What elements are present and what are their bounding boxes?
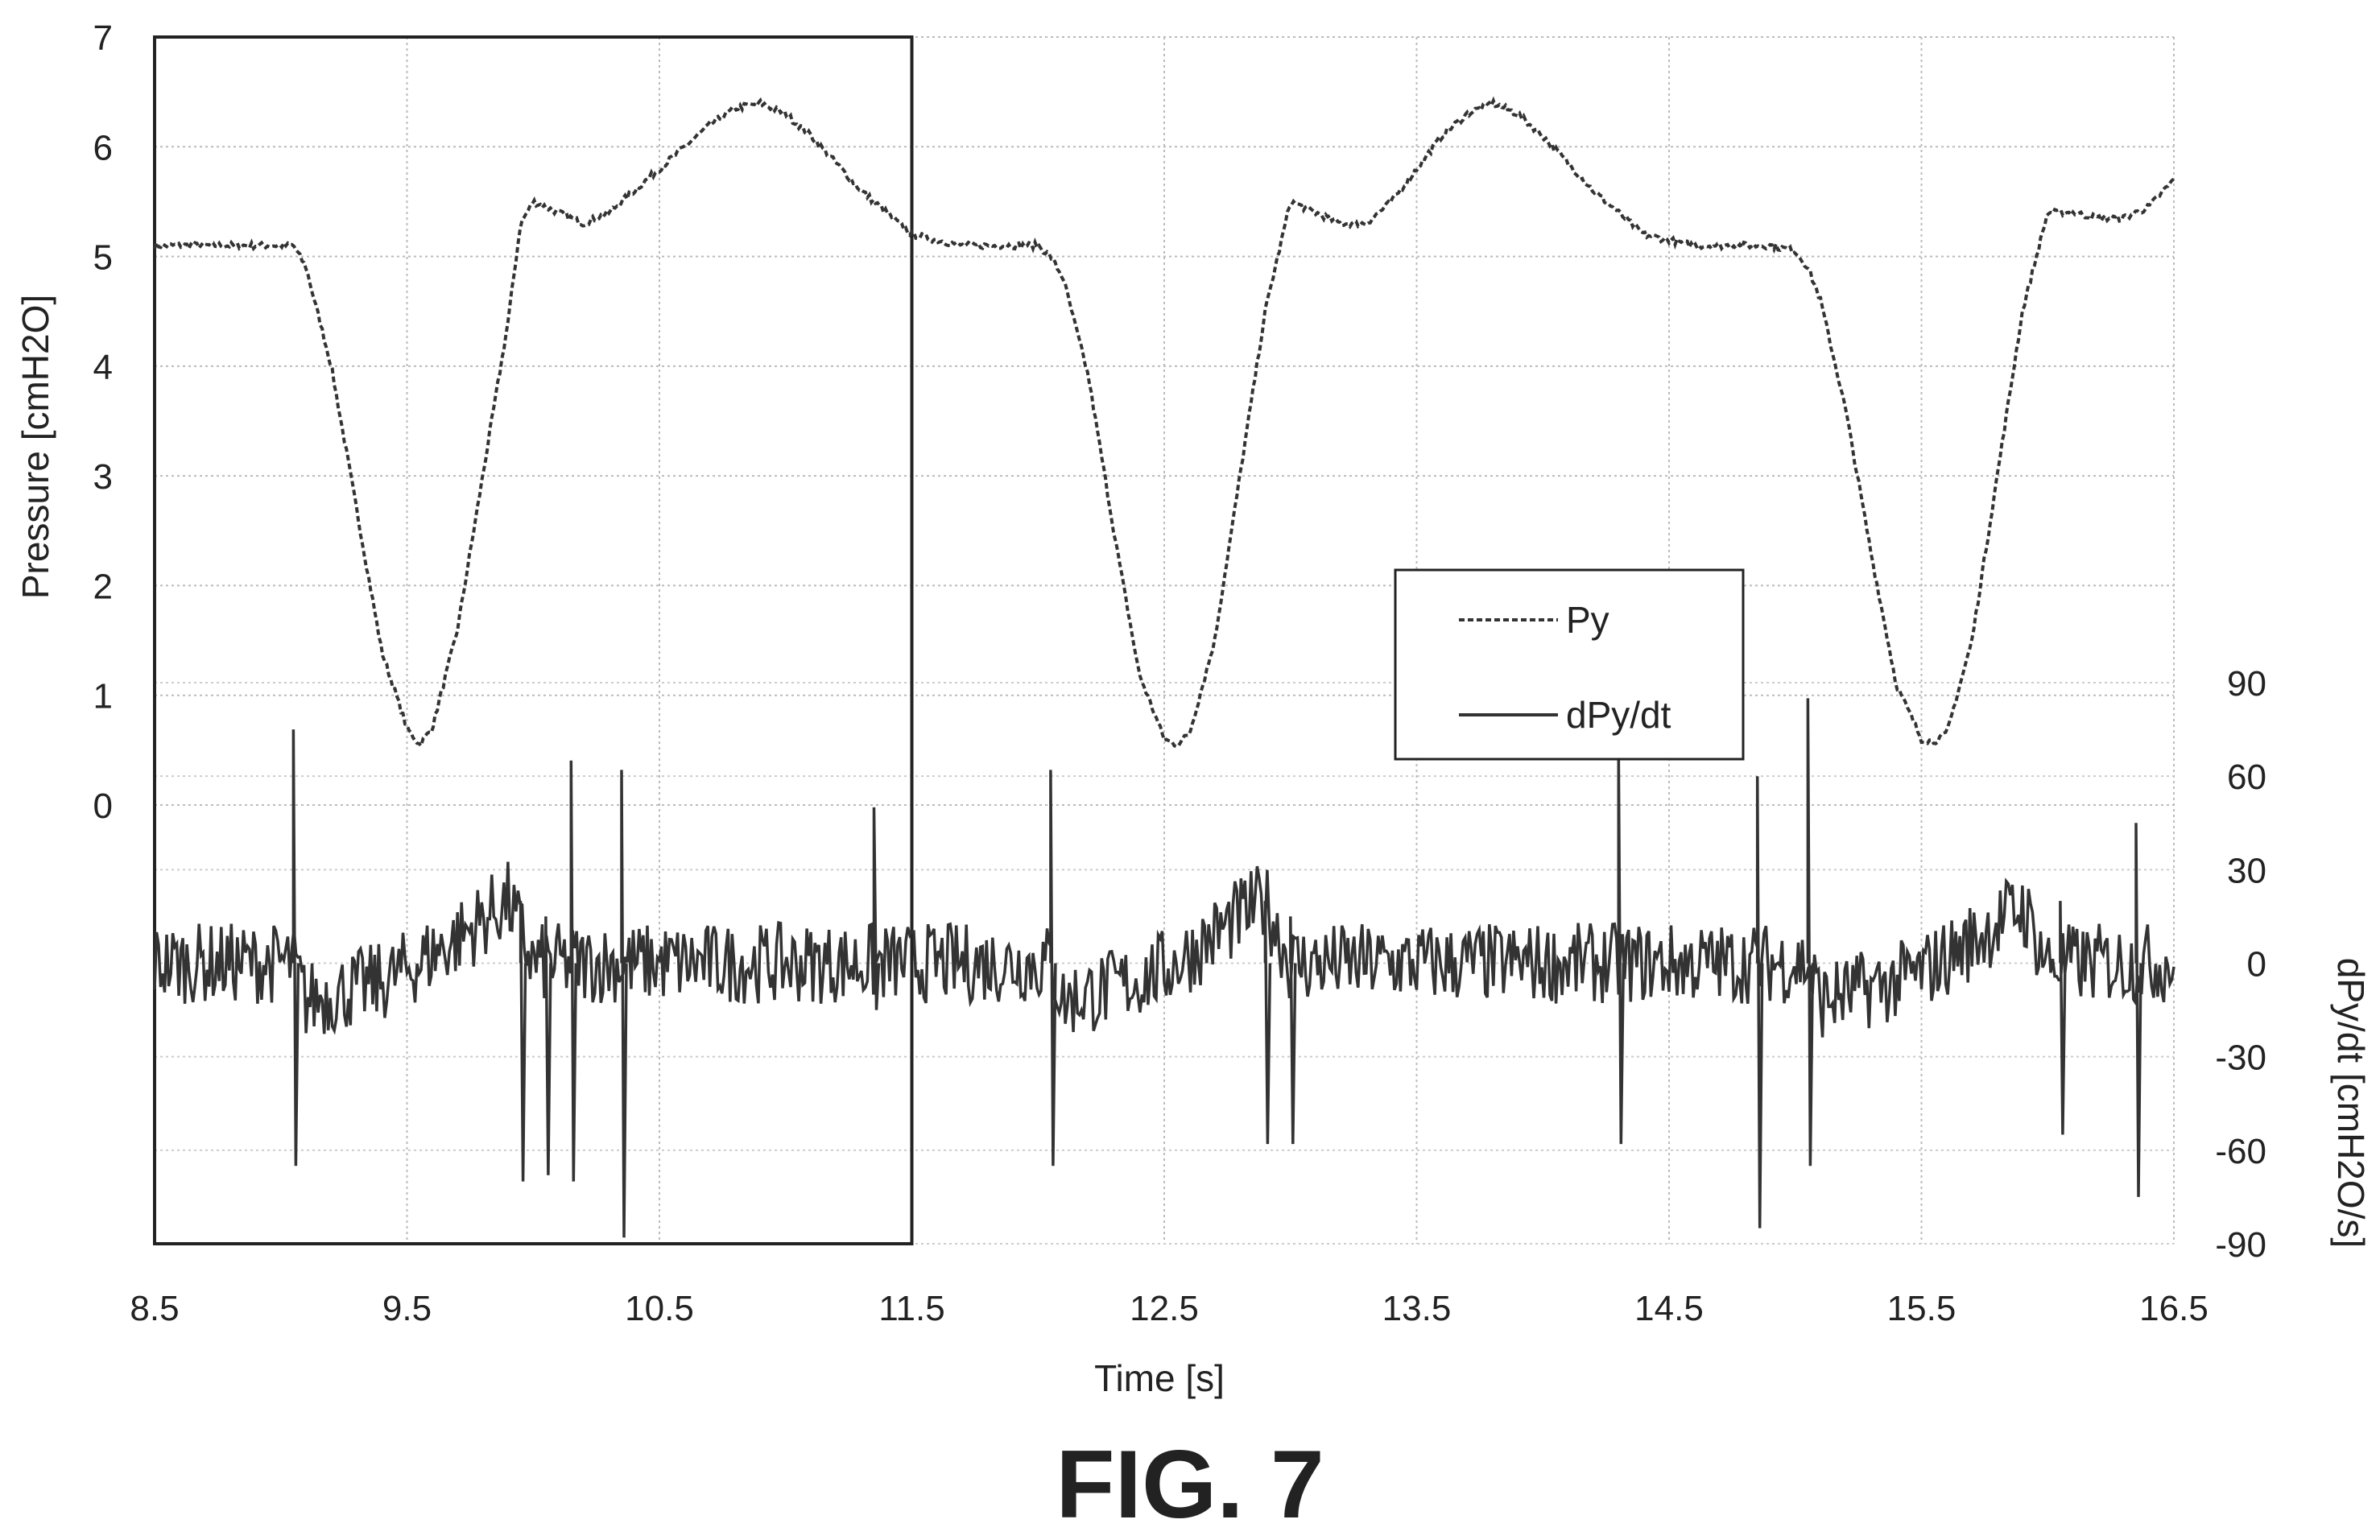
- x-tick-label: 9.5: [382, 1289, 432, 1328]
- y-right-tick-label: 30: [2227, 851, 2266, 890]
- series-py-line: [153, 96, 2175, 749]
- x-tick-label: 13.5: [1382, 1289, 1452, 1328]
- y-right-axis-label: dPy/dt [cmH2O/s]: [2330, 958, 2372, 1248]
- series-dpy-dt-line: [153, 698, 2175, 1238]
- x-tick-label: 8.5: [130, 1289, 179, 1328]
- y-left-tick-label: 6: [93, 128, 113, 167]
- x-tick-label: 11.5: [878, 1289, 944, 1328]
- y-left-axis-label: Pressure [cmH2O]: [14, 295, 56, 599]
- y-left-tick-label: 1: [93, 677, 113, 716]
- legend-dpy-dt-label: dPy/dt: [1566, 694, 1671, 736]
- y-left-tick-label: 5: [93, 238, 113, 278]
- y-left-tick-label: 7: [93, 19, 113, 58]
- y-right-tick-label: 90: [2227, 664, 2266, 704]
- y-right-tick-label: 0: [2247, 945, 2266, 985]
- x-tick-label: 16.5: [2139, 1289, 2209, 1328]
- y-left-tick-labels: 7 6 5 4 3 2 1 0: [93, 19, 113, 826]
- figure-caption: FIG. 7: [1056, 1431, 1324, 1538]
- y-left-tick-label: 0: [93, 787, 113, 826]
- y-left-tick-label: 3: [93, 457, 113, 497]
- y-right-tick-label: -60: [2215, 1132, 2266, 1171]
- y-right-tick-label: -30: [2215, 1038, 2266, 1078]
- x-tick-label: 10.5: [625, 1289, 694, 1328]
- y-right-tick-label: -90: [2215, 1225, 2266, 1265]
- legend-box: [1394, 568, 1745, 761]
- grid-lines: [154, 36, 2175, 1245]
- y-left-tick-label: 2: [93, 567, 113, 606]
- legend: Py dPy/dt: [1394, 568, 1745, 761]
- y-right-tick-label: 60: [2227, 758, 2266, 797]
- x-axis-label: Time [s]: [1094, 1357, 1225, 1399]
- x-tick-label: 12.5: [1130, 1289, 1199, 1328]
- x-tick-label: 15.5: [1887, 1289, 1956, 1328]
- y-right-tick-labels: 90 60 30 0 -30 -60 -90: [2215, 664, 2266, 1265]
- x-tick-labels: 8.5 9.5 10.5 11.5 12.5 13.5 14.5 15.5 16.5: [130, 1289, 2208, 1328]
- legend-py-label: Py: [1566, 599, 1609, 641]
- y-left-tick-label: 4: [93, 348, 113, 387]
- x-tick-label: 14.5: [1634, 1289, 1704, 1328]
- highlight-box: [153, 35, 914, 1245]
